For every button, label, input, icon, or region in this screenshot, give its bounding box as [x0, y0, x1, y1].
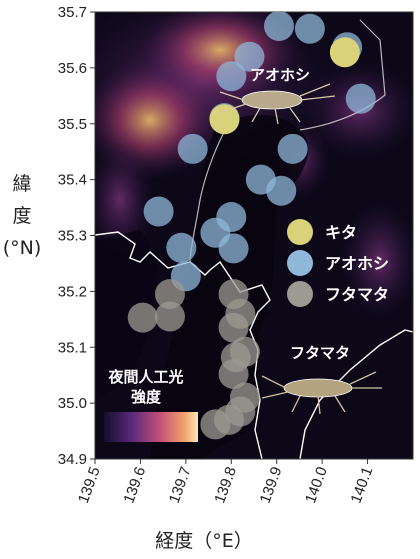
y-tick-label: 35.5 [58, 116, 87, 133]
y-tick-label: 35.2 [58, 283, 87, 300]
colorbar: 夜間人工光強度 [104, 368, 198, 442]
insect-illustration-futamata [261, 371, 382, 415]
point-kita [329, 37, 360, 68]
x-tick-label: 139.8 [211, 465, 240, 506]
x-tick-label: 139.7 [166, 465, 195, 506]
legend-label-futamata: フタマタ [325, 285, 389, 304]
y-tick-label: 34.9 [58, 451, 87, 468]
x-tick-label: 139.5 [75, 465, 104, 506]
y-tick-label: 35.1 [58, 339, 87, 356]
point-aohoshi [143, 196, 174, 227]
point-futamata [218, 312, 249, 343]
point-aohoshi [277, 133, 308, 164]
annotation-aohoshi: アオホシ [250, 66, 310, 84]
point-aohoshi [294, 13, 325, 44]
colorbar-gradient [104, 412, 198, 442]
point-aohoshi [234, 41, 265, 72]
x-tick-label: 140.0 [302, 465, 331, 506]
y-tick-label: 35.7 [58, 4, 87, 21]
x-axis-label: 経度（°E） [155, 530, 253, 552]
legend-label-aohoshi: アオホシ [325, 254, 389, 273]
point-aohoshi [245, 164, 276, 195]
y-axis-label: 緯度(°N) [3, 173, 42, 259]
x-tick-label: 139.9 [257, 465, 286, 506]
y-tick-label: 35.4 [58, 172, 87, 189]
point-kita [209, 104, 240, 135]
y-tick-label: 35.0 [58, 395, 87, 412]
legend-swatch-kita [287, 219, 313, 245]
legend-swatch-futamata [287, 281, 313, 307]
y-tick-label: 35.6 [58, 60, 87, 77]
point-futamata [218, 359, 249, 390]
point-aohoshi [166, 232, 197, 263]
legend-swatch-aohoshi [287, 250, 313, 276]
annotation-futamata: フタマタ [290, 344, 350, 362]
insect-illustration-aohoshi [219, 83, 336, 125]
point-futamata [154, 301, 185, 332]
legend-label-kita: キタ [325, 223, 357, 242]
point-futamata [127, 302, 158, 333]
colorbar-label: 夜間人工光強度 [107, 368, 183, 406]
coastline [95, 231, 271, 459]
y-tick-label: 35.3 [58, 228, 87, 245]
point-futamata [154, 279, 185, 310]
point-aohoshi [177, 133, 208, 164]
x-tick-label: 139.6 [120, 465, 149, 506]
point-aohoshi [218, 233, 249, 264]
point-aohoshi [216, 61, 247, 92]
x-tick-label: 140.1 [348, 465, 377, 506]
point-aohoshi [263, 12, 294, 41]
point-aohoshi [345, 83, 376, 114]
point-futamata [200, 409, 231, 440]
legend: キタ アオホシ フタマタ [287, 219, 389, 307]
data-points [127, 12, 376, 440]
